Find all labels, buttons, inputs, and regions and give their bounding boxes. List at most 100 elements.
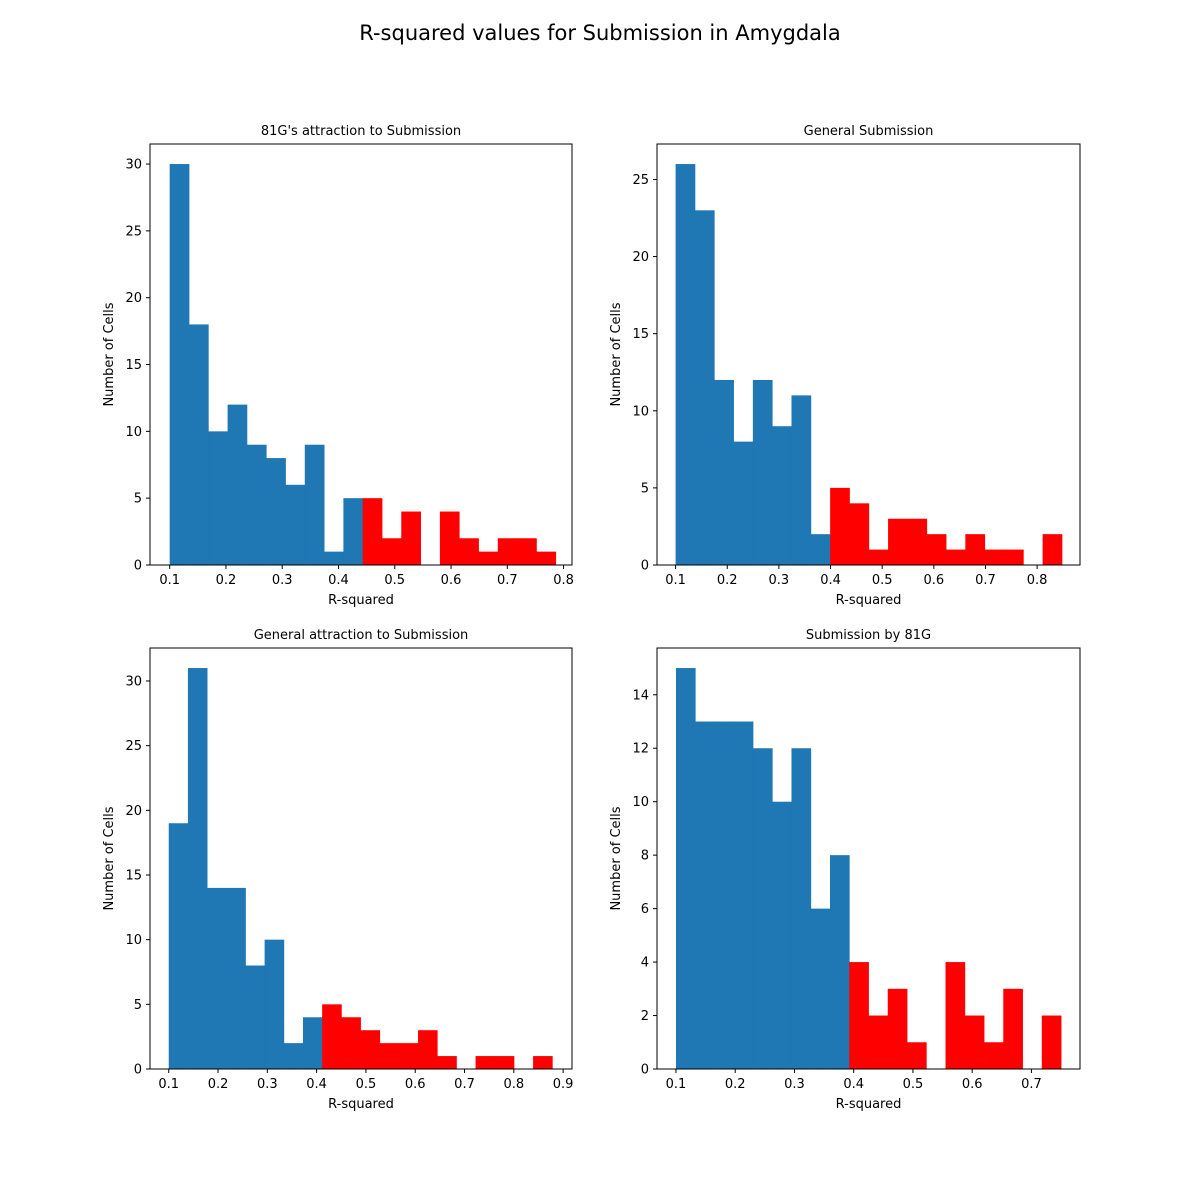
x-tick-label: 0.5 [356, 1077, 377, 1092]
histogram-bar [360, 1030, 381, 1069]
subplot-title: General attraction to Submission [254, 628, 469, 643]
histogram-bar [984, 549, 1005, 565]
y-tick-label: 0 [134, 1063, 142, 1078]
histogram-bar [266, 458, 286, 565]
x-tick-label: 0.2 [208, 1077, 229, 1092]
y-tick-label: 25 [632, 173, 649, 188]
x-tick-label: 0.6 [441, 573, 462, 588]
y-tick-label: 20 [125, 291, 142, 306]
x-tick-label: 0.6 [405, 1077, 426, 1092]
histogram-bar [478, 551, 499, 565]
histogram-bar [285, 484, 306, 565]
y-axis-label: Number of Cells [609, 806, 624, 910]
y-tick-label: 5 [134, 998, 142, 1013]
x-tick-label: 0.4 [328, 573, 349, 588]
y-tick-label: 25 [125, 224, 142, 239]
x-tick-label: 0.5 [384, 573, 405, 588]
y-tick-label: 5 [134, 492, 142, 507]
histogram-bar [379, 1043, 400, 1069]
histogram-bar [536, 551, 557, 565]
figure-title: R-squared values for Submission in Amygd… [359, 21, 841, 45]
histogram-bar [324, 551, 344, 565]
histogram-bar [459, 538, 479, 565]
x-tick-label: 0.4 [820, 573, 841, 588]
x-tick-label: 0.3 [257, 1077, 278, 1092]
histogram-bar [381, 538, 402, 565]
y-tick-label: 4 [641, 956, 649, 971]
histogram-bar [926, 534, 947, 565]
histogram-bar [517, 538, 537, 565]
x-tick-label: 0.7 [975, 573, 996, 588]
histogram-bar [694, 210, 715, 565]
histogram-bar [475, 1056, 496, 1069]
y-tick-label: 15 [125, 868, 142, 883]
histogram-bar [494, 1056, 515, 1069]
axes-frame [149, 143, 573, 566]
y-tick-label: 10 [632, 404, 649, 419]
histogram-bar [418, 1030, 438, 1069]
subplot-title: 81G's attraction to Submission [261, 124, 461, 139]
histogram-bar [675, 164, 696, 566]
subplot-submission-by-81g: 0.1 0.2 0.3 0.4 0.5 0.6 0.7 0 2 4 6 8 10 12 14 Submissi… [609, 628, 1081, 1112]
histogram-bar [439, 511, 460, 565]
histogram-bar [772, 426, 792, 565]
x-tick-label: 0.2 [717, 573, 738, 588]
histogram-bar [187, 668, 208, 1069]
histogram-bar [401, 511, 421, 565]
x-tick-label: 0.8 [503, 1077, 524, 1092]
histogram-bar [907, 1042, 927, 1069]
x-tick-label: 0.5 [872, 573, 893, 588]
histogram-bar [965, 534, 986, 565]
y-tick-label: 6 [641, 902, 649, 917]
axes-frame [656, 143, 1081, 566]
x-tick-label: 0.3 [784, 1077, 805, 1092]
histogram-bar [714, 379, 734, 565]
y-tick-label: 30 [125, 158, 142, 173]
histogram-bar [302, 1017, 323, 1069]
x-tick-label: 0.1 [666, 1077, 687, 1092]
histogram-bar [208, 431, 228, 565]
y-tick-label: 30 [125, 674, 142, 689]
x-tick-label: 0.2 [725, 1077, 746, 1092]
subplot-title: General Submission [804, 124, 934, 139]
histogram-bar [946, 549, 966, 565]
x-tick-label: 0.7 [1021, 1077, 1042, 1092]
x-tick-label: 0.3 [769, 573, 790, 588]
x-tick-label: 0.7 [497, 573, 518, 588]
axes-frame [149, 647, 573, 1070]
x-tick-label: 0.7 [454, 1077, 475, 1092]
y-tick-label: 25 [125, 739, 142, 754]
histogram-bar [169, 164, 190, 566]
x-tick-label: 0.4 [306, 1077, 327, 1092]
x-tick-label: 0.1 [159, 573, 180, 588]
subplot-general-attraction: 0.1 0.2 0.3 0.4 0.5 0.6 0.7 0.8 0.9 0 5 10 15 20 25 30 G… [102, 628, 573, 1112]
y-axis-label: Number of Cells [102, 806, 117, 910]
y-tick-label: 8 [641, 849, 649, 864]
histogram-bar [246, 444, 267, 565]
y-tick-label: 10 [632, 795, 649, 810]
y-tick-label: 5 [641, 481, 649, 496]
x-tick-label: 0.3 [272, 573, 293, 588]
histogram-bar [849, 503, 870, 565]
histogram-bar [226, 887, 246, 1069]
x-tick-label: 0.2 [216, 573, 237, 588]
histogram-bar [887, 988, 908, 1069]
subplot-general-submission: 0.1 0.2 0.3 0.4 0.5 0.6 0.7 0.8 0 5 10 15 20 25 Genera… [609, 124, 1081, 608]
histogram-bar [1003, 988, 1023, 1069]
y-tick-label: 15 [125, 358, 142, 373]
histogram-bar [888, 518, 908, 565]
x-tick-label: 0.6 [962, 1077, 983, 1092]
histogram-bar [772, 801, 792, 1069]
histogram-bar [829, 855, 850, 1069]
y-tick-label: 2 [641, 1009, 649, 1024]
x-axis-label: R-squared [836, 593, 902, 608]
histogram-bar [830, 487, 850, 565]
histogram-bar [304, 444, 325, 565]
y-tick-label: 12 [632, 742, 649, 757]
histogram-bar [283, 1043, 304, 1069]
histogram-bar [714, 721, 735, 1069]
y-axis-label: Number of Cells [102, 302, 117, 406]
histogram-bar [398, 1043, 419, 1069]
histogram-bar [1003, 549, 1024, 565]
y-tick-label: 10 [125, 425, 142, 440]
